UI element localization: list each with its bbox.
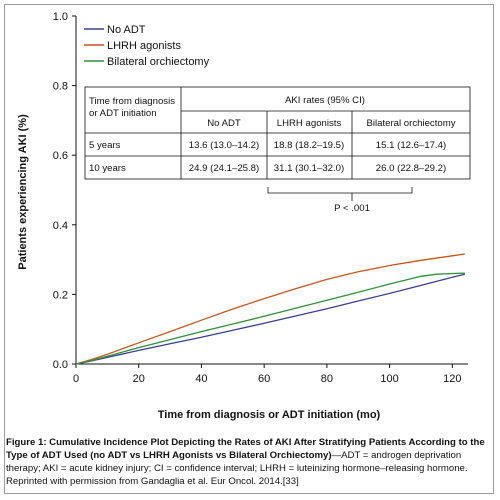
legend-label-orchiectomy: Bilateral orchiectomy bbox=[107, 56, 210, 68]
series-line-no-adt bbox=[75, 273, 466, 365]
y-tick-label-0: 0.0 bbox=[53, 359, 68, 371]
table-cell-10y-lhrh: 31.1 (30.1–32.0) bbox=[274, 163, 344, 174]
table-row-label-10y: 10 years bbox=[89, 163, 126, 174]
series-line-lhrh-agonists bbox=[75, 253, 465, 365]
table-col-no-adt: No ADT bbox=[207, 118, 241, 129]
y-tick-label-1: 0.2 bbox=[53, 289, 68, 301]
y-axis-label: Patients experiencing AKI (%) bbox=[17, 114, 29, 270]
x-tick-label-0: 0 bbox=[73, 373, 79, 385]
table-cell-10y-no-adt: 24.9 (24.1–25.8) bbox=[189, 163, 259, 174]
x-tick-label-2: 40 bbox=[195, 373, 207, 385]
table-group-header: AKI rates (95% CI) bbox=[285, 95, 365, 106]
aki-chart: 0.0 0.2 0.4 0.6 0.8 1.0 0 20 40 60 80 100 120 Patie… bbox=[17, 11, 471, 421]
x-tick-label-3: 60 bbox=[258, 373, 270, 385]
x-tick-label-4: 80 bbox=[321, 373, 333, 385]
x-tick-label-5: 100 bbox=[380, 373, 398, 385]
table-col-lhrh: LHRH agonists bbox=[277, 118, 342, 129]
y-tick-label-4: 0.8 bbox=[53, 81, 68, 93]
series-lines bbox=[75, 253, 466, 365]
table-row-header: Time from diagnosis or ADT initiation bbox=[89, 96, 178, 119]
figure-caption: Figure 1: Cumulative Incidence Plot Depi… bbox=[6, 436, 492, 488]
table-col-orchiectomy: Bilateral orchiectomy bbox=[366, 118, 455, 129]
x-ticks: 0 20 40 60 80 100 120 bbox=[73, 364, 461, 385]
y-tick-label-3: 0.6 bbox=[53, 150, 68, 162]
table-cell-5y-no-adt: 13.6 (13.0–14.2) bbox=[189, 140, 259, 151]
p-value-bracket bbox=[267, 187, 413, 201]
legend-label-no-adt: No ADT bbox=[107, 24, 146, 36]
y-tick-label-2: 0.4 bbox=[53, 220, 68, 232]
table-cell-5y-lhrh: 18.8 (18.2–19.5) bbox=[274, 140, 344, 151]
x-axis-label: Time from diagnosis or ADT initiation (m… bbox=[158, 409, 381, 421]
table-row-label-5y: 5 years bbox=[89, 140, 121, 151]
p-value-text: P < .001 bbox=[334, 203, 370, 214]
table-cell-10y-orchiectomy: 26.0 (22.8–29.2) bbox=[376, 163, 446, 174]
series-line-bilateral-orchiectomy bbox=[75, 272, 465, 365]
legend: No ADT LHRH agonists Bilateral orchiecto… bbox=[84, 24, 210, 68]
figure-frame bbox=[4, 4, 494, 494]
caption-text: —ADT = androgen deprivation therapy; AKI… bbox=[6, 450, 468, 487]
legend-label-lhrh: LHRH agonists bbox=[107, 40, 181, 52]
table-cell-5y-orchiectomy: 15.1 (12.6–17.4) bbox=[376, 140, 446, 151]
caption-title: Figure 1: Cumulative Incidence Plot Depi… bbox=[6, 437, 485, 461]
x-tick-label-1: 20 bbox=[133, 373, 145, 385]
y-tick-label-5: 1.0 bbox=[53, 11, 68, 23]
inset-table: Time from diagnosis or ADT initiation AK… bbox=[84, 86, 471, 214]
x-tick-label-6: 120 bbox=[443, 373, 461, 385]
y-ticks: 0.0 0.2 0.4 0.6 0.8 1.0 bbox=[53, 11, 76, 371]
